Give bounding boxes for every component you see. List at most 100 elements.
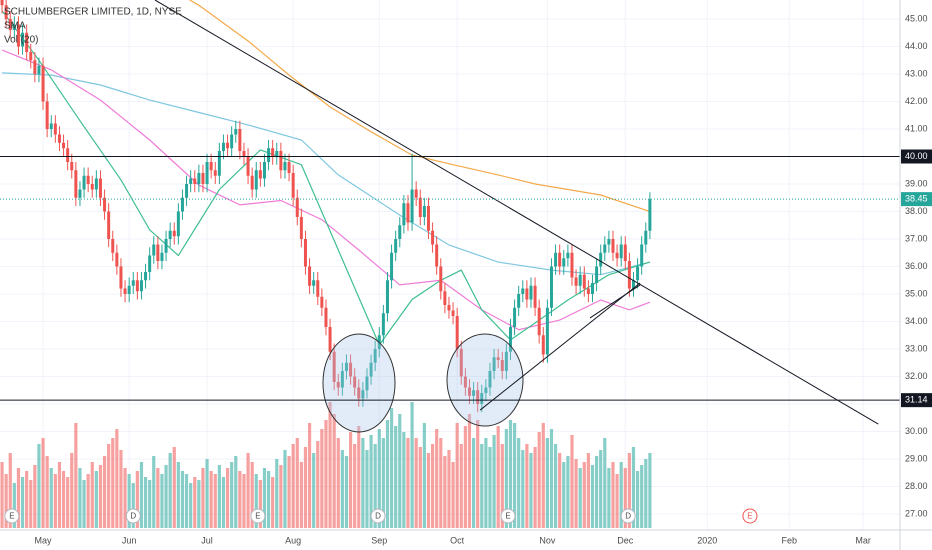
candle-body <box>152 244 156 256</box>
volume-bar <box>98 465 103 528</box>
candle-body <box>230 134 234 149</box>
candle-body <box>205 162 209 184</box>
candle-body <box>426 206 430 231</box>
volume-bar <box>619 462 623 528</box>
volume-bar <box>648 453 652 528</box>
volume-bar <box>291 444 295 528</box>
volume-bar <box>607 468 611 528</box>
candle-body <box>451 310 455 316</box>
volume-bar <box>635 471 640 528</box>
candle-body <box>148 255 152 272</box>
volume-bar <box>258 480 262 528</box>
candle-body <box>373 349 377 363</box>
candle-body <box>369 362 373 377</box>
candle-body <box>283 162 287 171</box>
x-tick-label: Feb <box>782 535 798 545</box>
x-tick-label: Sep <box>371 535 387 545</box>
candle-body <box>410 189 414 223</box>
candle-body <box>160 252 164 261</box>
volume-bar <box>365 450 369 528</box>
volume-bar <box>299 462 303 528</box>
volume-bar <box>471 438 476 528</box>
candle-body <box>508 327 512 352</box>
candle-body <box>549 266 553 308</box>
candle-body <box>0 0 4 6</box>
volume-bar <box>328 402 332 528</box>
volume-bar <box>361 438 365 528</box>
candle-body <box>603 244 607 253</box>
candle-body <box>90 184 94 190</box>
volume-bar <box>344 456 349 528</box>
candle-body <box>484 387 488 393</box>
volume-bar <box>156 468 160 528</box>
volume-bar <box>213 474 217 528</box>
candle-body <box>574 277 578 286</box>
candle-body <box>623 244 627 261</box>
candle-body <box>144 272 148 281</box>
candle-body <box>353 376 357 388</box>
candles <box>0 0 652 413</box>
candle-body <box>57 134 61 143</box>
volume-bar <box>496 426 500 528</box>
volume-bar <box>279 465 283 528</box>
volume-bar <box>57 462 62 528</box>
moving-average <box>2 72 651 276</box>
event-marker <box>742 508 758 524</box>
volume-bar <box>246 453 250 528</box>
volume-bar <box>394 426 398 528</box>
candle-body <box>402 203 406 226</box>
volume-bar <box>238 471 242 528</box>
volume-bar <box>570 435 574 528</box>
volume-bar <box>627 453 631 528</box>
y-tick-label: 42.00 <box>905 96 928 106</box>
candle-body <box>234 129 238 135</box>
candle-body <box>504 351 508 371</box>
candle-body <box>463 376 467 388</box>
candle-body <box>127 285 131 294</box>
candle-body <box>636 266 640 281</box>
candle-body <box>648 199 652 231</box>
event-marker <box>250 508 266 524</box>
candle-body <box>418 197 422 217</box>
candle-body <box>611 239 615 253</box>
volume-bar <box>320 429 324 528</box>
candle-body <box>107 211 111 239</box>
volume-bar <box>603 438 607 528</box>
candle-body <box>599 252 603 267</box>
candle-body <box>570 252 574 278</box>
candle-body <box>357 387 361 399</box>
volume-bar <box>148 480 152 528</box>
event-label: D <box>625 512 631 521</box>
event-marker <box>4 508 20 524</box>
candle-body <box>250 175 254 190</box>
volume-bar <box>385 420 390 528</box>
candle-body <box>246 156 250 176</box>
event-label: E <box>9 512 14 521</box>
volume-bar <box>29 480 33 528</box>
moving-average <box>188 0 651 213</box>
volume-bar <box>562 462 566 528</box>
volume-bar <box>189 483 193 528</box>
volume-bar <box>631 447 636 528</box>
volume-bar <box>373 444 377 528</box>
y-tick-label: 38.00 <box>905 206 928 216</box>
x-tick-label: Jun <box>122 535 137 545</box>
volume-bar <box>45 456 49 528</box>
candle-body <box>275 151 279 157</box>
volume-bar <box>537 432 541 528</box>
volume-bar <box>459 444 463 528</box>
candle-body <box>476 390 480 404</box>
candle-body <box>398 225 402 239</box>
event-label: E <box>747 512 752 521</box>
volume-bar <box>439 438 443 528</box>
candle-body <box>226 142 230 149</box>
candle-body <box>115 252 119 267</box>
volume-pane <box>0 402 652 528</box>
volume-bar <box>41 438 45 528</box>
volume-bar <box>312 453 316 528</box>
volume-bar <box>20 477 25 528</box>
candle-body <box>98 178 102 198</box>
candle-body <box>131 280 135 286</box>
price-label-box <box>901 149 932 164</box>
volume-bar <box>336 438 340 528</box>
